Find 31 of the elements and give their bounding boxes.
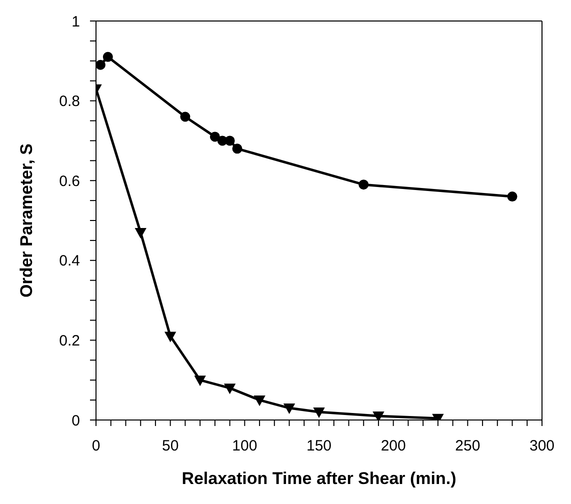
y-axis-title: Order Parameter, S	[17, 143, 36, 298]
y-tick-label: 0.4	[59, 252, 80, 270]
point	[224, 136, 235, 146]
x-tick-label: 300	[529, 438, 555, 455]
point	[194, 376, 206, 386]
point	[210, 132, 220, 142]
point	[314, 408, 324, 418]
point	[254, 396, 266, 406]
x-tick-label: 200	[380, 438, 406, 455]
point	[180, 112, 190, 122]
point	[135, 228, 146, 238]
point	[96, 60, 106, 70]
point	[164, 332, 176, 342]
y-tick-label: 0.2	[59, 332, 80, 350]
point	[358, 180, 369, 190]
x-axis-title: Relaxation Time after Shear (min.)	[182, 469, 456, 488]
x-tick-label: 100	[232, 438, 258, 455]
x-tick-label: 0	[92, 438, 100, 455]
y-tick-label: 0.6	[59, 172, 80, 190]
point	[102, 52, 113, 62]
y-tick-label: 0.8	[59, 93, 80, 110]
point	[224, 384, 236, 394]
x-tick-label: 150	[306, 438, 332, 455]
point	[507, 192, 518, 202]
x-tick-label: 50	[162, 438, 179, 455]
point	[372, 412, 384, 420]
point	[232, 144, 242, 154]
point	[284, 404, 295, 414]
y-tick-label: 1	[72, 13, 80, 30]
x-tick-label: 250	[455, 438, 480, 455]
y-tick-label: 0	[72, 412, 80, 430]
